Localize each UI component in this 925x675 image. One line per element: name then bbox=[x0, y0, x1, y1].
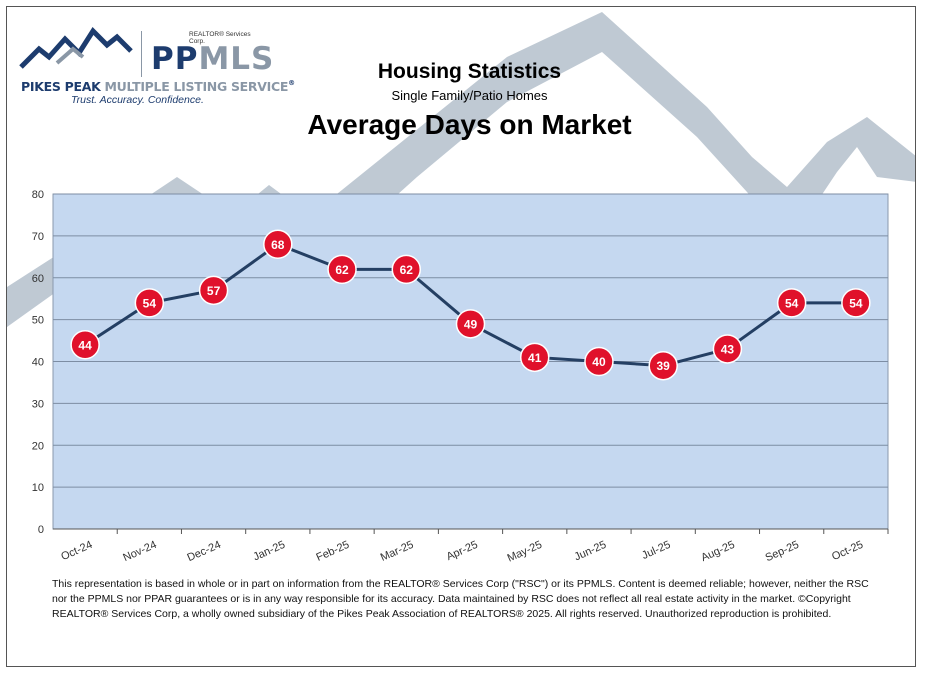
data-label: 68 bbox=[271, 238, 285, 252]
x-tick-label: Dec-24 bbox=[186, 539, 223, 564]
data-label: 62 bbox=[335, 263, 349, 277]
logo-name-rest: MULTIPLE LISTING SERVICE bbox=[104, 79, 289, 94]
y-tick-label: 10 bbox=[32, 482, 44, 494]
y-tick-label: 20 bbox=[32, 440, 44, 452]
x-tick-label: Apr-25 bbox=[445, 539, 480, 563]
data-point bbox=[776, 288, 807, 318]
mountain-watermark-icon bbox=[7, 12, 915, 327]
mountain-logo-icon bbox=[19, 27, 133, 69]
disclaimer-footnote: This representation is based in whole or… bbox=[52, 578, 869, 620]
logo-name: PIKES PEAK MULTIPLE LISTING SERVICE® bbox=[21, 79, 295, 94]
data-point bbox=[263, 229, 293, 259]
logo-brand-mls: MLS bbox=[198, 41, 275, 77]
data-point bbox=[70, 330, 100, 360]
y-tick-label: 80 bbox=[32, 189, 44, 201]
data-point bbox=[327, 254, 357, 285]
x-tick-label: Sep-25 bbox=[764, 539, 801, 564]
y-tick-label: 0 bbox=[38, 524, 44, 536]
data-point bbox=[198, 275, 229, 306]
page-subtitle: Single Family/Patio Homes bbox=[391, 88, 548, 103]
data-label: 57 bbox=[207, 284, 221, 298]
logo-tagline: Trust. Accuracy. Confidence. bbox=[71, 94, 204, 106]
data-point bbox=[134, 288, 165, 318]
x-tick-label: May-25 bbox=[506, 539, 544, 565]
y-tick-label: 40 bbox=[32, 357, 44, 369]
data-point bbox=[519, 342, 550, 373]
x-tick-label: Jun-25 bbox=[573, 539, 609, 564]
x-tick-label: Oct-24 bbox=[59, 539, 94, 563]
data-label: 44 bbox=[78, 338, 92, 352]
x-tick-label: Oct-25 bbox=[830, 539, 865, 563]
data-label: 40 bbox=[592, 355, 606, 369]
logo-brand: PPMLS bbox=[151, 41, 274, 77]
x-tick-label: Jul-25 bbox=[640, 539, 672, 562]
data-point bbox=[648, 350, 678, 381]
page-title: Housing Statistics bbox=[377, 60, 562, 83]
x-tick-label: Jan-25 bbox=[251, 539, 287, 564]
logo-brand-pp: PP bbox=[151, 41, 199, 77]
chart-title: Average Days on Market bbox=[307, 109, 632, 140]
data-label: 54 bbox=[143, 296, 157, 310]
data-label: 62 bbox=[400, 263, 414, 277]
data-point bbox=[391, 254, 422, 285]
x-tick-label: Aug-25 bbox=[699, 539, 736, 564]
y-tick-label: 70 bbox=[32, 231, 44, 243]
y-tick-label: 50 bbox=[32, 315, 44, 327]
x-tick-label: Nov-24 bbox=[121, 539, 158, 564]
y-tick-label: 30 bbox=[32, 398, 44, 410]
data-label: 54 bbox=[785, 296, 799, 310]
x-tick-label: Feb-25 bbox=[315, 539, 352, 564]
ppmls-logo: REALTOR® Services Corp. PPMLS PIKES PEAK… bbox=[15, 19, 295, 109]
logo-corp-text: REALTOR® Services Corp. bbox=[189, 31, 251, 45]
data-point bbox=[841, 288, 871, 318]
logo-name-bold: PIKES PEAK bbox=[21, 79, 101, 94]
data-point bbox=[712, 334, 743, 364]
data-label: 49 bbox=[464, 317, 478, 331]
logo-tm: ® bbox=[288, 79, 295, 87]
data-label: 43 bbox=[721, 342, 735, 356]
data-point bbox=[584, 346, 614, 377]
x-tick-label: Mar-25 bbox=[379, 539, 416, 564]
data-label: 54 bbox=[849, 296, 863, 310]
data-label: 39 bbox=[657, 359, 671, 373]
logo-divider bbox=[141, 31, 142, 77]
y-tick-label: 60 bbox=[32, 273, 44, 285]
data-point bbox=[455, 309, 486, 339]
data-label: 41 bbox=[528, 351, 542, 365]
